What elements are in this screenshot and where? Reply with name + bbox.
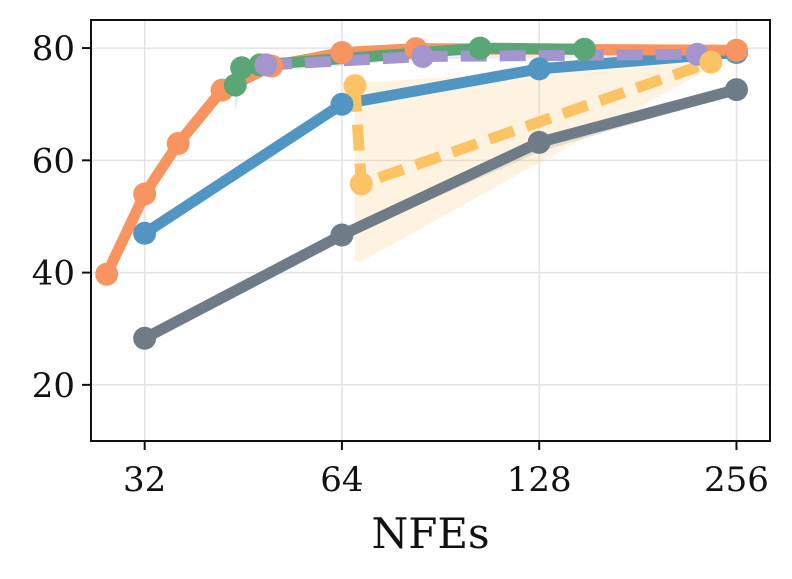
y-tick-label: 40 [32, 254, 75, 294]
point-blue [133, 221, 157, 245]
point-gray [330, 223, 354, 247]
y-tick-label: 80 [32, 29, 75, 69]
point-orange [330, 41, 354, 65]
y-tick-label: 60 [32, 141, 75, 181]
point-green [230, 56, 254, 80]
point-purple [254, 53, 278, 77]
point-purple [411, 44, 435, 68]
plot-frame [90, 19, 771, 442]
x-axis-title: NFEs [371, 509, 489, 558]
point-blue [330, 92, 354, 116]
x-tick-label: 64 [320, 460, 363, 500]
series-markers [95, 36, 748, 350]
point-gray [724, 78, 748, 102]
line-blue [141, 47, 737, 238]
point-orange [166, 131, 190, 155]
y-tick-label: 20 [32, 366, 75, 406]
line-gray [142, 84, 738, 344]
point-green [572, 37, 596, 61]
band-yellow [354, 59, 711, 262]
point-yellow [699, 50, 723, 74]
x-tick-label: 128 [507, 460, 572, 500]
point-orange [133, 182, 157, 206]
point-orange [95, 262, 119, 286]
point-yellow [343, 74, 367, 98]
axis-ticks: 32 64 128 256 20 40 60 80 [32, 29, 769, 500]
point-green [223, 73, 247, 97]
x-tick-label: 256 [704, 460, 769, 500]
point-orange [724, 38, 748, 62]
point-gray [133, 326, 157, 350]
point-yellow [349, 172, 373, 196]
x-tick-label: 32 [123, 460, 166, 500]
point-green [468, 36, 492, 60]
point-blue [527, 57, 551, 81]
series-lines [101, 42, 738, 344]
point-gray [527, 130, 551, 154]
